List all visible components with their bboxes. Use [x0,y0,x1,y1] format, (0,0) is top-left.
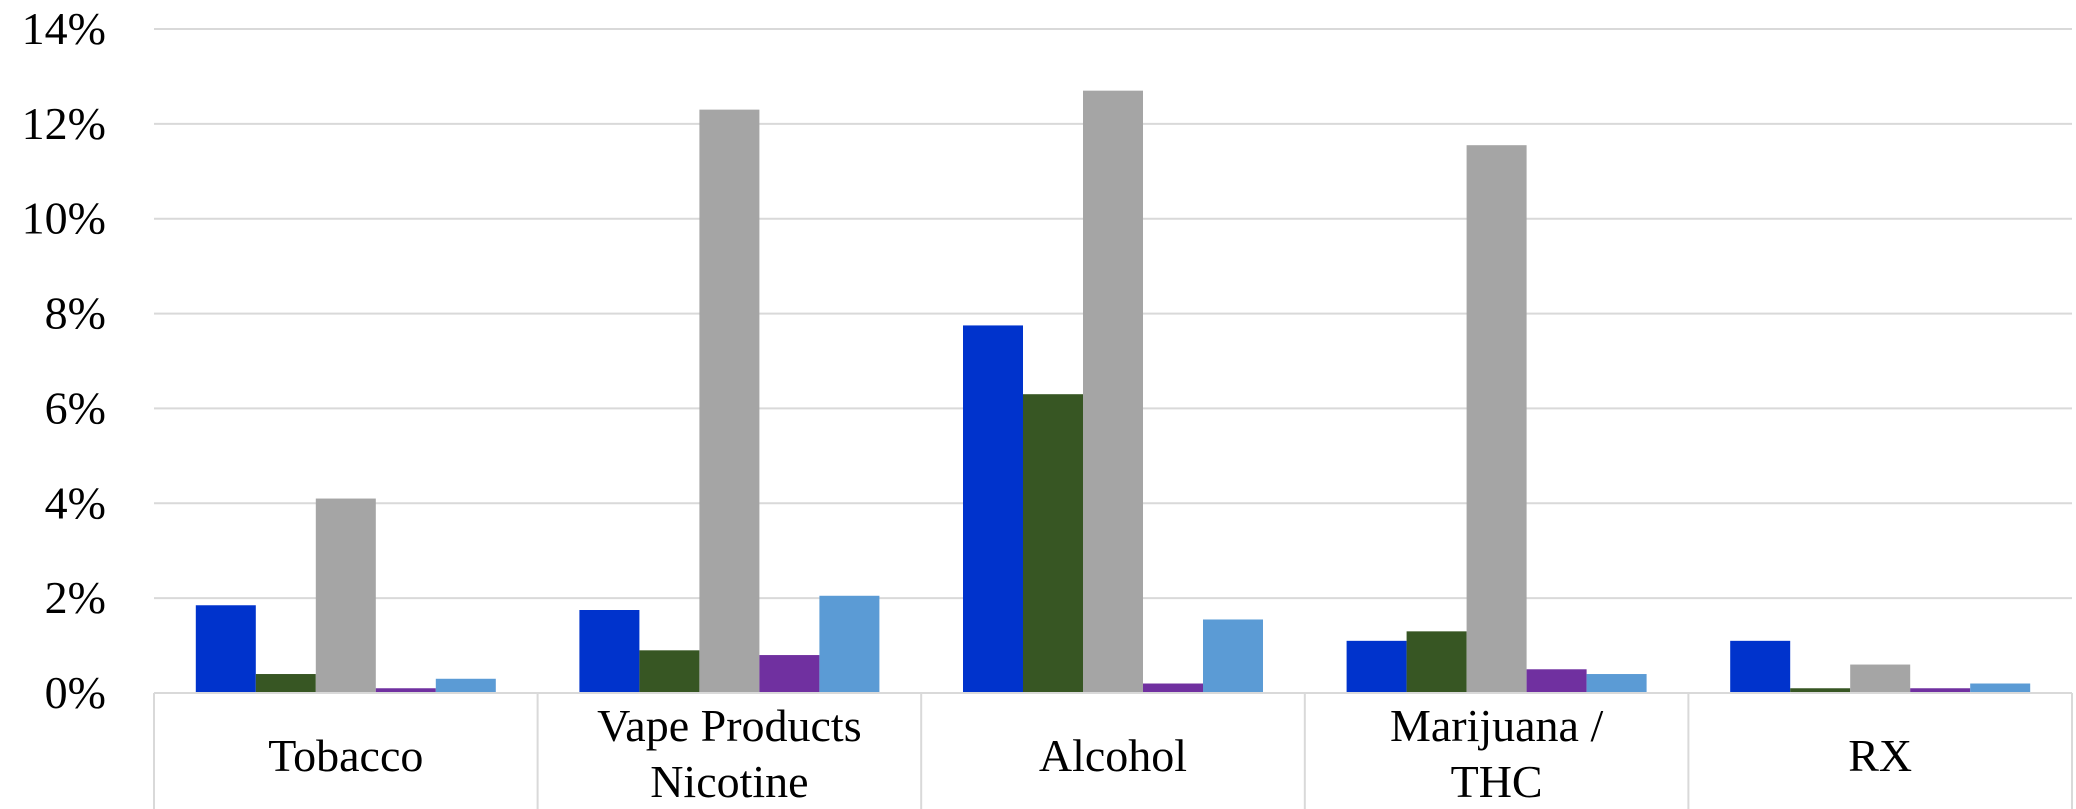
x-category-label: Tobacco [268,730,423,781]
x-category-label: Alcohol [1039,730,1187,781]
bar [1023,394,1083,693]
bar [375,688,436,693]
x-category-label: Vape Products [597,700,861,751]
bar [1970,683,2031,693]
bars [195,90,2031,694]
y-tick-label: 10% [22,193,106,244]
x-category-label: RX [1848,730,1912,781]
y-tick-label: 8% [45,288,106,339]
bar [435,678,496,693]
bar [255,674,316,693]
y-axis-tick-labels: 0% 2% 4% 6% 8% 10% 12% 14% [22,3,106,718]
y-tick-label: 0% [45,667,106,718]
bar [699,109,760,694]
y-tick-label: 4% [45,477,106,528]
bar [1346,640,1407,693]
bar [759,655,820,693]
bar [1406,631,1467,693]
y-tick-label: 14% [22,3,106,54]
bar [1203,619,1263,693]
bar [579,610,640,693]
bar [1586,674,1647,693]
bar [1790,688,1851,693]
y-tick-label: 12% [22,98,106,149]
bar [195,605,256,693]
x-category-label: THC [1451,756,1543,807]
y-tick-label: 6% [45,382,106,433]
bar [1466,145,1527,693]
bar [1526,669,1587,693]
bar [1730,640,1791,693]
bar [1143,683,1203,693]
y-tick-label: 2% [45,572,106,623]
x-axis [153,692,2073,809]
bar [1083,90,1143,693]
bar [639,650,700,693]
x-category-label: Nicotine [650,756,808,807]
bar [315,498,376,693]
bar [819,595,880,693]
bar [963,325,1023,693]
bar [1850,664,1911,693]
bar [1910,688,1971,693]
x-category-label: Marijuana / [1390,700,1604,751]
